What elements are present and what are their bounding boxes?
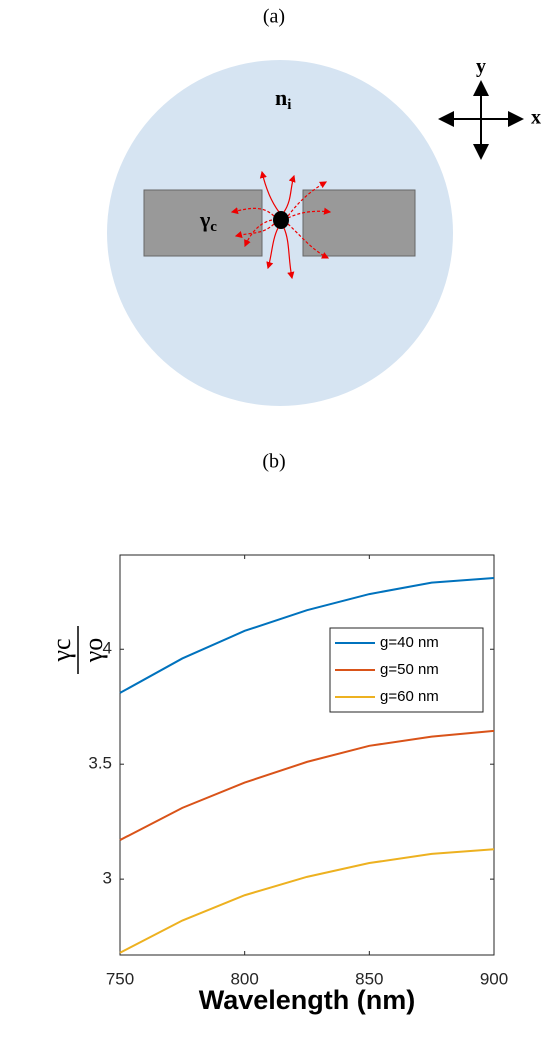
right-block	[303, 190, 415, 256]
panel-label: (b)	[262, 451, 285, 473]
legend-label: g=50 nm	[380, 661, 439, 678]
x-tick-label: 750	[106, 969, 134, 988]
y-title-numerator: γc	[47, 638, 76, 662]
figure: (a) ni γc x y (b) 75080085090033.54Wavel…	[0, 0, 547, 1052]
plot-frame	[120, 555, 494, 955]
emitter	[273, 211, 289, 229]
series-line	[120, 731, 494, 840]
y-axis-label: y	[476, 56, 486, 78]
medium-sub: i	[287, 97, 291, 113]
x-axis-title: Wavelength (nm)	[199, 985, 416, 1015]
medium-main: n	[275, 85, 287, 110]
x-axis-label: x	[531, 107, 541, 129]
rate-main: γ	[199, 207, 210, 232]
series-line	[120, 849, 494, 952]
rate-sub: c	[210, 219, 217, 235]
axes-cross	[440, 82, 522, 158]
legend-label: g=40 nm	[380, 634, 439, 651]
y-title-denominator: γo	[79, 638, 108, 664]
y-tick-label: 3	[103, 869, 112, 888]
legend-label: g=60 nm	[380, 688, 439, 705]
panel-label: (a)	[263, 6, 285, 28]
y-tick-label: 3.5	[88, 754, 112, 773]
x-tick-label: 900	[480, 969, 508, 988]
